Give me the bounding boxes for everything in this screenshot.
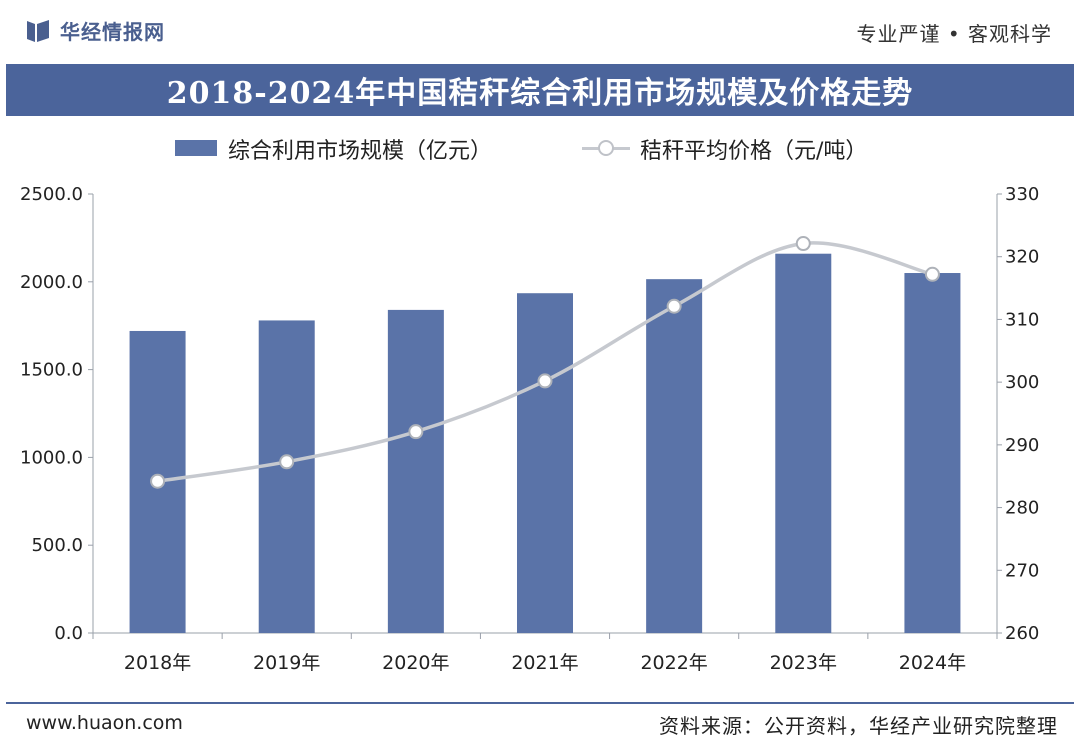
header: 华经情报网 专业严谨 • 客观科学	[0, 0, 1080, 62]
legend-bar-label: 综合利用市场规模（亿元）	[228, 139, 493, 164]
bar-2021年	[517, 293, 573, 633]
x-tick-label: 2019年	[253, 652, 320, 674]
brand-name: 华经情报网	[60, 20, 165, 44]
bar-2023年	[775, 253, 832, 633]
right-tick-label: 320	[1005, 247, 1039, 268]
logo-icon	[27, 19, 49, 42]
bar-2024年	[904, 273, 961, 633]
right-tick-label: 310	[1005, 309, 1039, 330]
x-tick-label: 2022年	[640, 652, 707, 674]
price-point-2018年	[150, 473, 166, 489]
x-tick-label: 2021年	[511, 652, 578, 674]
x-tick-label: 2018年	[124, 652, 191, 674]
legend: 综合利用市场规模（亿元） 秸秆平均价格（元/吨）	[0, 130, 1080, 166]
bar-2022年	[646, 279, 703, 633]
left-tick-label: 0.0	[54, 623, 83, 644]
price-point-2024年	[924, 266, 940, 282]
brand-logo[interactable]: 华经情报网	[26, 16, 165, 45]
right-tick-label: 330	[1005, 184, 1039, 205]
left-tick-label: 500.0	[31, 535, 83, 556]
x-tick-label: 2023年	[770, 652, 837, 674]
legend-line-marker	[598, 140, 614, 156]
left-tick-label: 2000.0	[20, 272, 83, 293]
source-note: 资料来源：公开资料，华经产业研究院整理	[659, 714, 1058, 738]
title-bar: 2018-2024年中国秸秆综合利用市场规模及价格走势	[6, 64, 1074, 116]
website-link[interactable]: www.huaon.com	[26, 712, 183, 734]
price-point-2023年	[795, 236, 811, 252]
price-point-2022年	[666, 298, 682, 314]
left-tick-label: 2500.0	[20, 184, 83, 205]
footer-divider	[6, 702, 1074, 704]
chart-title: 2018-2024年中国秸秆综合利用市场规模及价格走势	[166, 76, 914, 111]
legend-bar-swatch	[175, 140, 217, 156]
right-tick-label: 300	[1005, 372, 1039, 393]
right-tick-label: 290	[1005, 435, 1039, 456]
x-tick-label: 2020年	[382, 652, 449, 674]
legend-line-label: 秸秆平均价格（元/吨）	[640, 139, 868, 164]
chart-area: 0.0 500.0 1000.0 1500.0 2000.0 2500.0 260 270 28…	[20, 184, 1039, 674]
price-point-2021年	[537, 373, 553, 389]
left-tick-label: 1000.0	[20, 447, 83, 468]
right-tick-label: 280	[1005, 498, 1039, 519]
bar-2019年	[258, 320, 315, 633]
right-tick-label: 260	[1005, 623, 1039, 644]
price-point-2019年	[279, 454, 295, 470]
x-tick-label: 2024年	[899, 652, 966, 674]
right-tick-label: 270	[1005, 560, 1039, 581]
slogan: 专业严谨 • 客观科学	[856, 22, 1052, 46]
price-point-2020年	[408, 424, 424, 440]
bar-2020年	[387, 309, 444, 633]
left-tick-label: 1500.0	[20, 360, 83, 381]
